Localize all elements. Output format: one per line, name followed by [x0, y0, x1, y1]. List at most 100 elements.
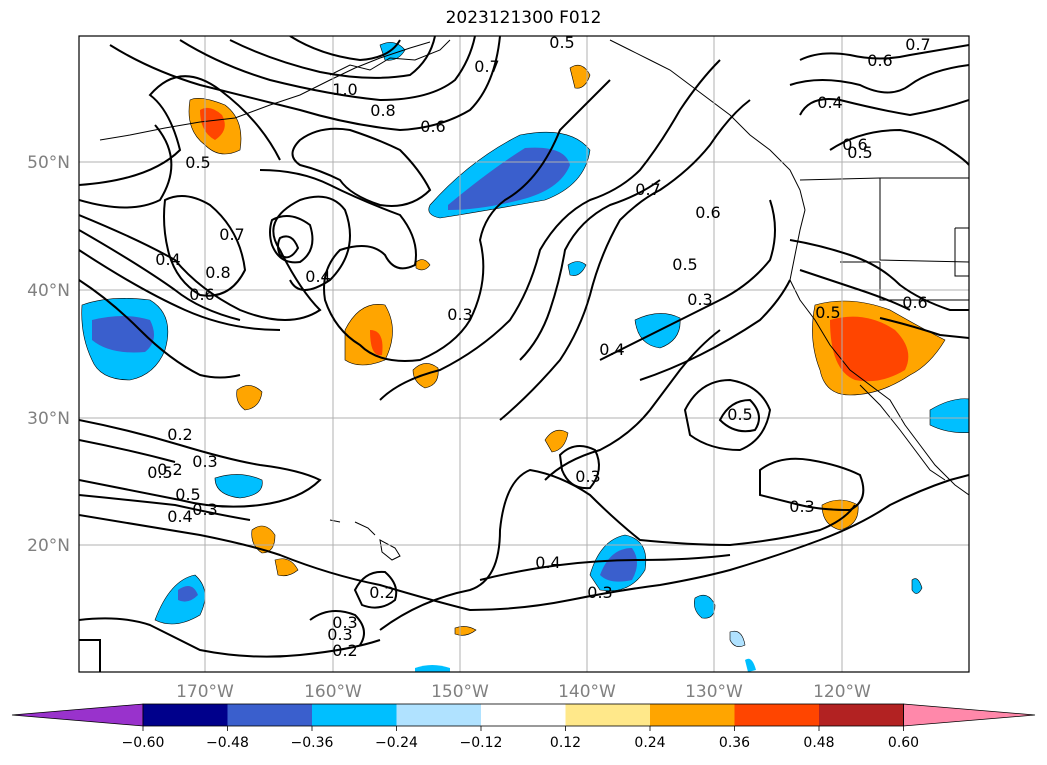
contour-label: 0.5 — [672, 255, 697, 274]
contour-label: 0.4 — [305, 267, 330, 286]
shade-blob-nw-red — [200, 107, 225, 140]
shade-blob-small-orange-6 — [274, 558, 299, 577]
contour-label: 0.4 — [535, 553, 560, 572]
contour-label: 0.3 — [789, 497, 814, 516]
colorbar-segment — [650, 704, 735, 726]
contour-label: 0.6 — [420, 117, 445, 136]
lon-tick-label: 120°W — [813, 682, 871, 702]
colorbar-extend-low — [11, 703, 144, 727]
shade-blob-small-blue-3 — [694, 594, 716, 619]
graticule — [79, 36, 969, 672]
colorbar-extend-high — [903, 703, 1036, 727]
contour-label: 0.4 — [167, 507, 192, 526]
contour-label: 0.3 — [587, 583, 612, 602]
shade-blob-small-orange-1 — [236, 385, 263, 411]
coastline-bc-coast — [609, 39, 806, 211]
shade-blob-small-blue-6 — [415, 665, 450, 672]
contour-lines — [79, 36, 969, 672]
contour-label: 0.3 — [192, 500, 217, 519]
colorbar-segment — [734, 704, 819, 726]
shade-blob-small-orange-4 — [821, 499, 859, 531]
colorbar-tick-label: 0.48 — [803, 735, 834, 751]
colorbar-segment — [396, 704, 481, 726]
colorbar-segment — [565, 704, 650, 726]
colorbar: −0.60 −0.48 −0.36 −0.24 −0.12 0.12 0.24 0.36 0.4… — [11, 703, 1036, 751]
contour-label: 0.5 — [175, 485, 200, 504]
lon-tick-label: 160°W — [304, 682, 362, 702]
colorbar-tick-label: 0.24 — [634, 735, 665, 751]
colorbar-segment — [312, 704, 397, 726]
contour-label: 0.5 — [549, 33, 574, 52]
colorbar-tick-label: −0.12 — [460, 735, 503, 751]
border-state-3 — [879, 262, 969, 301]
contour-label: 0.6 — [842, 135, 867, 154]
coastline-us-west — [789, 209, 969, 496]
contour-label: 0.7 — [474, 57, 499, 76]
contour-label-layer: 1.0 0.8 0.6 0.7 0.5 0.7 0.8 0.4 0.6 0.4 … — [147, 33, 930, 660]
contour-label: 0.8 — [370, 101, 395, 120]
lon-tick-label: 140°W — [558, 682, 616, 702]
shade-blob-small-blue-4 — [729, 631, 746, 647]
shade-blob-sw-blue — [178, 586, 198, 602]
shade-blob-ca-red — [830, 316, 909, 382]
contour-label: 0.7 — [635, 180, 660, 199]
contour-label: 0.2 — [167, 425, 192, 444]
lat-tick-label: 50°N — [27, 153, 70, 173]
colorbar-segment — [143, 704, 228, 726]
shade-blob-west-lightblue-2 — [214, 474, 263, 499]
contour-label: 0.7 — [905, 35, 930, 54]
shade-blob-small-blue-7 — [745, 658, 756, 672]
lon-tick-label: 170°W — [176, 682, 234, 702]
contour-label: 0.3 — [447, 305, 472, 324]
lon-axis-labels: 170°W 160°W 150°W 140°W 130°W 120°W — [176, 682, 871, 702]
contour-label: 0.3 — [327, 625, 352, 644]
lon-tick-label: 130°W — [685, 682, 743, 702]
contour-label: 1.0 — [332, 80, 357, 99]
shade-blob-small-orange-7 — [569, 64, 591, 89]
colorbar-tick-label: 0.60 — [888, 735, 919, 751]
contour-label: 0.8 — [205, 263, 230, 282]
contour-label: 0.3 — [192, 452, 217, 471]
border-state-1 — [879, 178, 969, 263]
contour-label: 0.5 — [147, 463, 172, 482]
contour-label: 0.5 — [185, 153, 210, 172]
shade-blob-small-orange-8 — [415, 259, 431, 271]
colorbar-tick-label: −0.60 — [122, 735, 165, 751]
colorbar-segment — [819, 704, 904, 726]
shade-blob-gulf-blue — [448, 147, 570, 210]
contour-label: 0.6 — [902, 293, 927, 312]
shading-layer — [81, 42, 969, 672]
map-title: 2023121300 F012 — [445, 8, 602, 28]
colorbar-segment — [227, 704, 312, 726]
shade-blob-small-orange-3 — [544, 429, 569, 453]
contour-label: 0.2 — [157, 460, 182, 479]
colorbar-tick-label: −0.36 — [291, 735, 334, 751]
contour-label: 0.5 — [847, 143, 872, 162]
contour-label: 0.6 — [867, 51, 892, 70]
lat-axis-labels: 50°N 40°N 30°N 20°N — [27, 153, 70, 556]
contour-label: 0.4 — [599, 340, 624, 359]
map-frame — [78, 35, 970, 673]
contour-label: 0.3 — [332, 613, 357, 632]
lat-tick-label: 20°N — [27, 536, 70, 556]
contour-label: 0.2 — [369, 583, 394, 602]
border-state-4 — [954, 227, 969, 277]
colorbar-tick-label: −0.48 — [206, 735, 249, 751]
shade-blob-small-orange-5 — [251, 525, 276, 554]
colorbar-segment — [481, 704, 566, 726]
contour-label: 0.7 — [219, 225, 244, 244]
lat-tick-label: 40°N — [27, 281, 70, 301]
coastline-hawaii — [329, 519, 401, 561]
contour-label: 0.2 — [332, 641, 357, 660]
contour-label: 0.6 — [189, 285, 214, 304]
coastline-baja — [859, 384, 946, 481]
shade-blob-west-blue — [92, 316, 154, 353]
colorbar-tick-label: 0.36 — [719, 735, 750, 751]
contour-label: 0.5 — [815, 303, 840, 322]
shade-blob-baja-lightblue — [929, 398, 969, 433]
colorbar-frame — [142, 703, 904, 727]
lat-tick-label: 30°N — [27, 409, 70, 429]
coastline-alaska-peninsula — [329, 39, 451, 76]
colorbar-tick-label: −0.24 — [375, 735, 418, 751]
